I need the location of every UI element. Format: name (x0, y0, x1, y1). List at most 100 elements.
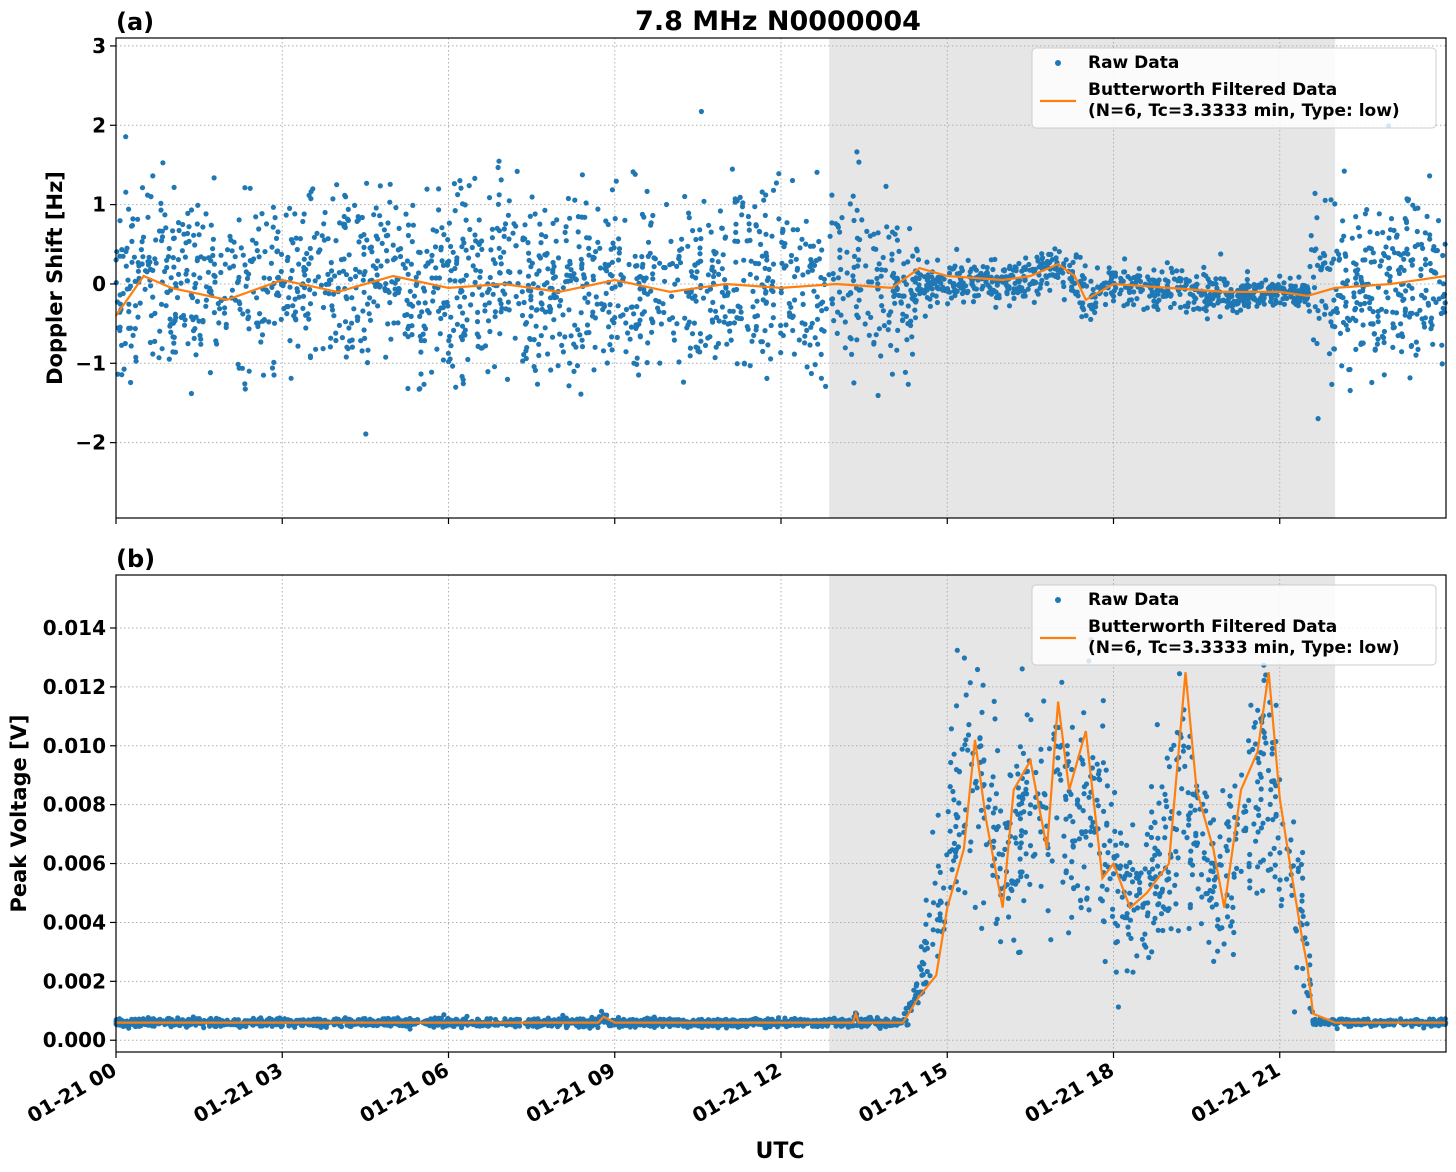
raw-data-point (520, 235, 526, 241)
raw-data-point (734, 286, 740, 293)
raw-data-point (1402, 216, 1408, 222)
raw-data-point (1056, 249, 1062, 255)
raw-data-point (201, 1025, 207, 1031)
raw-data-point (998, 939, 1004, 945)
raw-data-point (983, 842, 990, 848)
raw-data-point (355, 214, 361, 220)
raw-data-point (592, 315, 599, 321)
raw-data-point (603, 268, 610, 274)
raw-data-point (464, 317, 470, 323)
raw-data-point (1213, 276, 1219, 282)
raw-data-point (272, 215, 278, 221)
raw-data-point (1409, 285, 1415, 291)
raw-data-point (1284, 876, 1290, 882)
raw-data-point (1001, 267, 1008, 273)
raw-data-point (265, 289, 271, 295)
raw-data-point (1171, 276, 1177, 282)
raw-data-point (1131, 302, 1137, 308)
raw-data-point (714, 314, 720, 320)
raw-data-point (765, 342, 771, 348)
raw-data-point (438, 305, 444, 311)
raw-data-point (883, 183, 889, 189)
raw-data-point (1181, 829, 1187, 835)
raw-data-point (690, 228, 696, 234)
raw-data-point (562, 334, 568, 340)
raw-data-point (791, 351, 798, 357)
raw-data-point (184, 278, 191, 284)
raw-data-point (1134, 296, 1140, 302)
raw-data-point (559, 342, 565, 348)
raw-data-point (1084, 885, 1090, 891)
raw-data-point (194, 298, 201, 304)
raw-data-point (1375, 319, 1381, 325)
raw-data-point (1224, 304, 1230, 310)
raw-data-point (1011, 295, 1017, 301)
raw-data-point (1127, 890, 1133, 896)
raw-data-point (727, 308, 733, 314)
raw-data-point (185, 341, 191, 347)
raw-data-point (491, 364, 498, 370)
raw-data-point (1408, 258, 1414, 264)
raw-data-point (227, 233, 233, 239)
raw-data-point (342, 319, 349, 325)
raw-data-point (192, 242, 198, 248)
raw-data-point (566, 383, 572, 389)
raw-data-point (924, 277, 930, 283)
raw-data-point (1088, 842, 1094, 848)
raw-data-point (1204, 316, 1210, 322)
raw-data-point (1176, 671, 1183, 677)
raw-data-point (1061, 297, 1067, 303)
raw-data-point (171, 184, 177, 190)
raw-data-point (685, 322, 691, 328)
raw-data-point (1069, 914, 1075, 920)
raw-data-point (1021, 791, 1027, 797)
raw-data-point (1351, 290, 1357, 296)
raw-data-point (560, 349, 567, 355)
raw-data-point (1110, 871, 1117, 877)
raw-data-point (1407, 375, 1413, 381)
raw-data-point (1300, 282, 1306, 288)
raw-data-point (1353, 318, 1359, 324)
raw-data-point (126, 206, 132, 212)
raw-data-point (1159, 784, 1165, 790)
raw-data-point (512, 335, 518, 341)
raw-data-point (128, 343, 134, 349)
raw-data-point (719, 289, 725, 295)
raw-data-point (146, 254, 152, 260)
raw-data-point (300, 305, 306, 311)
raw-data-point (911, 987, 917, 993)
raw-data-point (385, 321, 391, 327)
raw-data-point (1162, 835, 1168, 841)
raw-data-point (1009, 887, 1015, 894)
raw-data-point (1421, 1025, 1427, 1031)
raw-data-point (722, 314, 728, 320)
raw-data-point (374, 272, 380, 278)
raw-data-point (746, 221, 752, 227)
raw-data-point (820, 299, 826, 305)
raw-data-point (910, 253, 916, 259)
raw-data-point (1253, 741, 1259, 747)
raw-data-point (572, 197, 578, 203)
raw-data-point (383, 354, 389, 360)
raw-data-point (418, 349, 424, 355)
raw-data-point (528, 313, 534, 319)
raw-data-point (984, 265, 990, 271)
raw-data-point (600, 348, 607, 354)
raw-data-point (288, 375, 294, 381)
raw-data-point (1069, 284, 1075, 290)
raw-data-point (1047, 272, 1053, 278)
raw-data-point (677, 260, 684, 266)
raw-data-point (958, 285, 964, 291)
raw-data-point (900, 317, 906, 323)
raw-data-point (183, 240, 189, 246)
raw-data-point (1247, 878, 1253, 884)
raw-data-point (947, 828, 953, 834)
raw-data-point (558, 297, 564, 304)
raw-data-point (632, 253, 638, 259)
raw-data-point (702, 342, 709, 348)
raw-data-point (934, 299, 941, 306)
raw-data-point (1263, 277, 1269, 283)
raw-data-point (1427, 173, 1433, 179)
raw-data-point (404, 297, 410, 303)
raw-data-point (182, 254, 188, 260)
